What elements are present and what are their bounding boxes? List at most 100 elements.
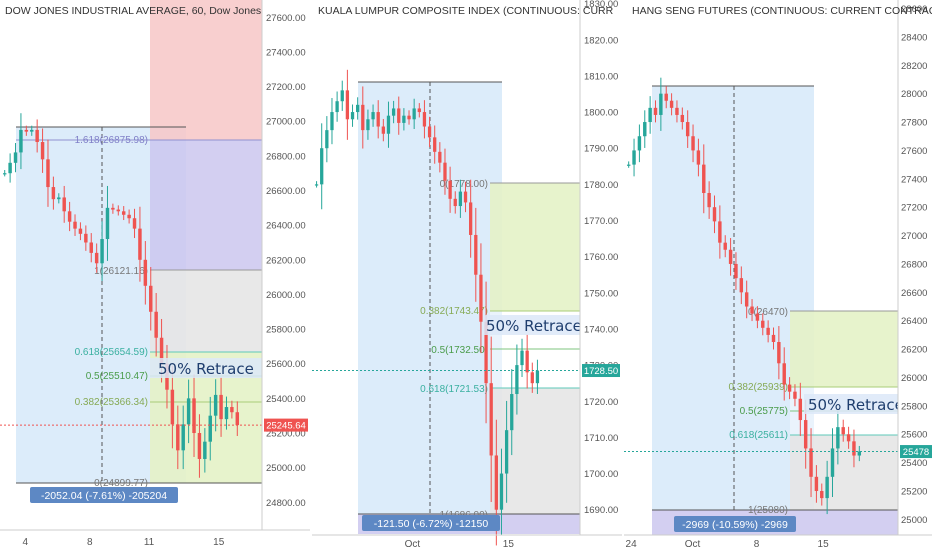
candle-body bbox=[643, 122, 647, 137]
price-tick-label: 1740.00 bbox=[584, 324, 618, 335]
current-price-tag bbox=[582, 364, 620, 378]
candle-body bbox=[330, 112, 334, 131]
candle-body bbox=[422, 112, 427, 127]
price-axis[interactable] bbox=[898, 0, 932, 550]
candle-body bbox=[381, 126, 385, 134]
price-tick-label: 26800 bbox=[901, 259, 927, 270]
measure-badge-label: -2052.04 (-7.61%) -205204 bbox=[41, 490, 167, 502]
candle-body bbox=[89, 242, 93, 253]
fib-measure-zone bbox=[652, 86, 814, 510]
fib-label-0382: 0.382(1743.47) bbox=[420, 306, 488, 317]
fib-purple-zone bbox=[150, 140, 262, 270]
candle-body bbox=[235, 412, 240, 426]
candle-body bbox=[203, 441, 207, 459]
candle-body bbox=[73, 221, 77, 229]
candle-body bbox=[116, 209, 121, 212]
candle-body bbox=[535, 370, 540, 384]
klci-chart-panel[interactable]: 0(1778.00) 0.382(1743.47) 0.5(1732.50) 0… bbox=[312, 0, 622, 550]
candles-group bbox=[2, 113, 240, 478]
retrace-annotation: 50% Retrace bbox=[486, 317, 582, 335]
candle-body bbox=[841, 427, 845, 435]
time-tick-label: Oct bbox=[685, 539, 701, 550]
candle-body bbox=[366, 119, 370, 131]
candle-body bbox=[24, 129, 29, 132]
candle-body bbox=[499, 473, 504, 510]
fib-red-zone bbox=[150, 0, 262, 140]
price-tick-label: 24800.00 bbox=[266, 498, 306, 509]
candle-body bbox=[230, 407, 234, 413]
price-tick-label: 27000 bbox=[901, 231, 927, 242]
measure-badge-label: -121.50 (-6.72%) -12150 bbox=[374, 518, 489, 530]
fib-label-1618: 1.618(26875.98) bbox=[75, 135, 148, 146]
price-tick-label: 26600 bbox=[901, 288, 927, 299]
candle-body bbox=[371, 112, 375, 120]
candle-body bbox=[469, 202, 473, 235]
candle-body bbox=[750, 306, 754, 314]
candle-body bbox=[143, 259, 148, 286]
candle-body bbox=[138, 228, 142, 260]
time-axis-ticks: 24 Oct 8 15 bbox=[626, 539, 830, 550]
candle-body bbox=[427, 126, 432, 138]
candle-body bbox=[149, 285, 153, 312]
candle-body bbox=[19, 129, 23, 153]
candle-body bbox=[771, 334, 776, 343]
retrace-annotation: 50% Retrace bbox=[808, 396, 904, 414]
time-tick-label: Oct bbox=[405, 539, 421, 550]
candle-body bbox=[857, 451, 862, 456]
fib-grey-zone bbox=[790, 435, 898, 510]
measure-badge bbox=[30, 487, 178, 503]
candle-body bbox=[111, 207, 115, 210]
candle-body bbox=[154, 311, 158, 338]
candle-body bbox=[314, 184, 319, 186]
candle-body bbox=[208, 415, 212, 442]
price-tick-label: 26400.00 bbox=[266, 221, 306, 232]
price-tick-label: 26200.00 bbox=[266, 255, 306, 266]
candle-body bbox=[350, 112, 355, 120]
price-tick-label: 28600 bbox=[901, 4, 927, 15]
dow-jones-chart-panel[interactable]: 1.618(26875.98) 1(26121.16) 0.618(25654.… bbox=[0, 0, 310, 550]
price-tick-label: 27600.00 bbox=[266, 13, 306, 24]
price-tick-label: 1690.00 bbox=[584, 505, 618, 516]
price-tick-label: 1760.00 bbox=[584, 252, 618, 263]
candle-body bbox=[325, 130, 329, 149]
fib-label-05: 0.5(1732.50) bbox=[431, 345, 488, 356]
candle-body bbox=[46, 159, 50, 188]
fib-label-0618: 0.618(25654.59) bbox=[75, 347, 148, 358]
candle-body bbox=[402, 115, 406, 123]
time-tick-label: 15 bbox=[213, 537, 225, 548]
candle-body bbox=[443, 162, 447, 181]
candle-body bbox=[407, 115, 411, 120]
candle-body bbox=[13, 152, 18, 163]
candle-body bbox=[181, 424, 185, 451]
retrace-annotation-bg bbox=[150, 358, 262, 378]
candle-body bbox=[820, 491, 824, 499]
fib-label-05: 0.5(25510.47) bbox=[86, 371, 148, 382]
candle-body bbox=[680, 114, 685, 123]
klci-chart-svg[interactable]: 0(1778.00) 0.382(1743.47) 0.5(1732.50) 0… bbox=[312, 0, 622, 550]
fib-label-0: 0(1778.00) bbox=[440, 179, 488, 190]
candle-body bbox=[637, 136, 642, 151]
candle-body bbox=[718, 221, 722, 243]
hang-seng-chart-panel[interactable]: 0(26470) 0.382(25939) 0.5(25775) 0.618(2… bbox=[624, 0, 932, 550]
retrace-annotation: 50% Retrace bbox=[158, 360, 254, 378]
candle-body bbox=[707, 192, 711, 208]
current-price-tag bbox=[264, 418, 308, 432]
dow-jones-chart-svg[interactable]: 1.618(26875.98) 1(26121.16) 0.618(25654.… bbox=[0, 0, 310, 550]
fib-label-05: 0.5(25775) bbox=[740, 406, 788, 417]
candle-body bbox=[787, 384, 792, 392]
chart-title: HANG SENG FUTURES (CONTINUOUS: CURRENT C… bbox=[632, 5, 932, 17]
hang-seng-chart-svg[interactable]: 0(26470) 0.382(25939) 0.5(25775) 0.618(2… bbox=[624, 0, 932, 550]
fib-grey-zone bbox=[150, 270, 262, 352]
candle-body bbox=[170, 389, 175, 425]
price-tick-label: 25400.00 bbox=[266, 394, 306, 405]
price-axis[interactable] bbox=[262, 0, 310, 550]
candle-body bbox=[2, 173, 7, 175]
price-axis[interactable] bbox=[580, 0, 622, 550]
candle-body bbox=[825, 476, 829, 499]
candle-body bbox=[675, 107, 679, 115]
price-tick-label: 28200 bbox=[901, 61, 927, 72]
candle-body bbox=[653, 107, 658, 115]
candle-body bbox=[664, 93, 668, 101]
current-price-label: 25245.64 bbox=[266, 421, 306, 432]
